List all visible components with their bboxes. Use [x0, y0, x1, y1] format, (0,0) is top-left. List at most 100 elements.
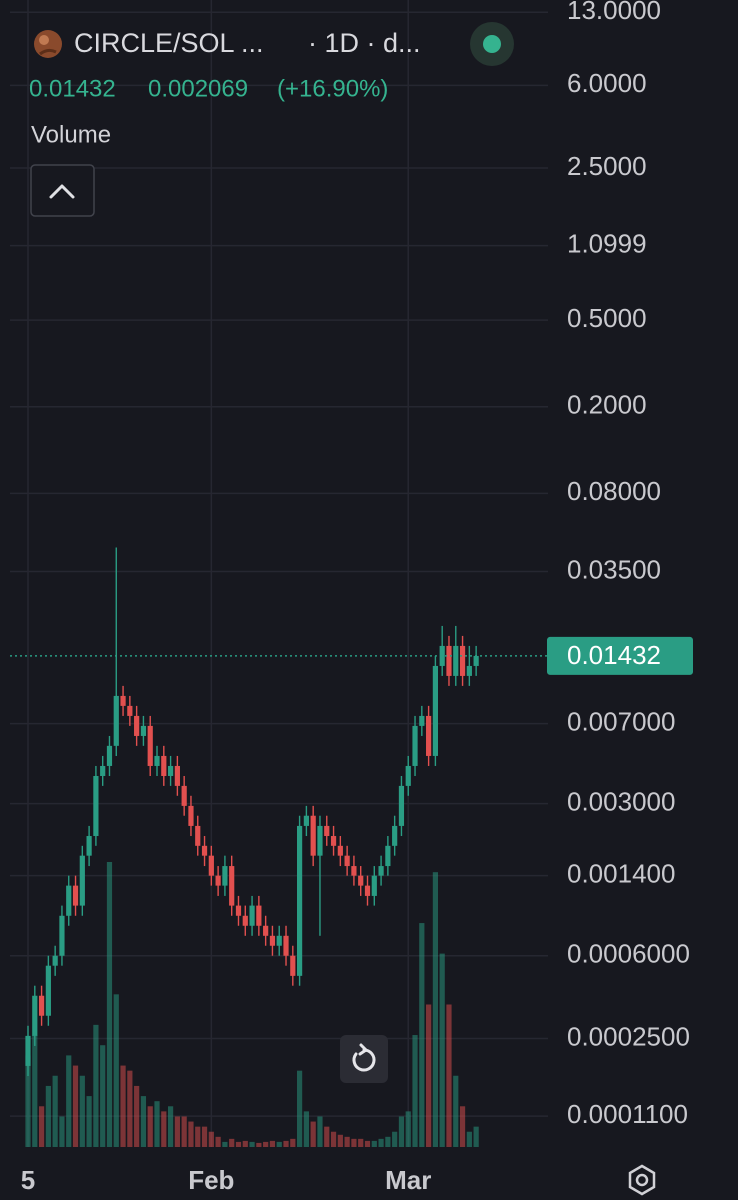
candle-body: [276, 935, 282, 946]
candle-body: [52, 955, 58, 966]
y-tick-label: 6.0000: [567, 68, 647, 98]
volume-bar: [276, 1141, 282, 1147]
volume-bar: [161, 1111, 167, 1147]
volume-bar: [432, 872, 438, 1147]
axis-layer: 13.0000 6.0000 2.5000 1.0999 0.5000 0.2000 0.0…: [10, 0, 693, 1195]
candle-body: [38, 995, 45, 1016]
volume-bar: [52, 1075, 58, 1147]
volume-bar: [337, 1134, 343, 1147]
candle-body: [256, 905, 262, 926]
candle-body: [45, 965, 51, 1016]
interval[interactable]: · 1D · d...: [308, 28, 421, 58]
volume-bar: [25, 1055, 31, 1147]
candle-body: [398, 785, 405, 826]
candle-body: [32, 995, 38, 1036]
candle-body: [120, 695, 126, 706]
volume-bar: [127, 1070, 133, 1147]
volume-bar: [392, 1131, 398, 1147]
volume-bar: [371, 1140, 377, 1147]
volume-bar: [351, 1138, 357, 1147]
candle-body: [215, 875, 221, 886]
candle-body: [229, 866, 235, 906]
volume-bar: [32, 1035, 38, 1147]
candle-body: [93, 775, 99, 837]
candle-body: [283, 935, 289, 956]
candle-body: [181, 785, 187, 806]
volume-bar: [181, 1116, 187, 1147]
y-tick-label: 0.0002500: [567, 1021, 690, 1051]
volume-bar: [201, 1126, 208, 1147]
settings-button[interactable]: [628, 1164, 656, 1196]
candle-body: [106, 745, 113, 766]
candle-body: [134, 715, 140, 736]
volume-bar: [59, 1116, 65, 1147]
y-tick-label: 0.03500: [567, 554, 661, 584]
volume-bar: [229, 1138, 235, 1147]
collapse-button[interactable]: [30, 164, 95, 217]
y-tick-label: 0.2000: [567, 390, 647, 420]
candle-body: [147, 725, 153, 766]
candle-body: [161, 755, 167, 776]
volume-bar: [249, 1141, 255, 1147]
grid: [10, 0, 548, 1147]
token-icon: [34, 30, 62, 58]
candle-body: [330, 836, 337, 846]
volume-bar: [269, 1140, 276, 1147]
candle-body: [195, 825, 201, 846]
volume-bar: [45, 1085, 51, 1147]
candle-body: [364, 885, 371, 896]
volume-bar: [188, 1121, 194, 1147]
candle-body: [154, 755, 160, 766]
volume-bar: [459, 1106, 466, 1147]
candle-body: [174, 765, 180, 786]
volume-bar: [405, 1111, 411, 1147]
y-tick-label: 0.5000: [567, 303, 647, 333]
candle-layer: [25, 547, 479, 1077]
symbol-title[interactable]: CIRCLE/SOL ...: [74, 28, 264, 58]
candle-body: [269, 935, 276, 946]
volume-bar: [242, 1140, 248, 1147]
reset-button[interactable]: [340, 1035, 388, 1083]
candle-body: [358, 875, 364, 886]
y-tick-label: 1.0999: [567, 229, 647, 259]
volume-bar: [317, 1116, 323, 1147]
volume-bar: [106, 862, 113, 1147]
volume-bar: [358, 1138, 364, 1147]
volume-bar: [263, 1141, 269, 1147]
volume-bar: [310, 1121, 316, 1147]
y-tick-label: 0.001400: [567, 859, 675, 889]
y-tick-label: 0.0006000: [567, 939, 690, 969]
x-tick-label: 5: [21, 1165, 35, 1195]
volume-label: Volume: [31, 121, 111, 148]
candle-body: [59, 915, 65, 956]
candle-body: [86, 836, 92, 856]
candle-body: [100, 765, 106, 776]
volume-bar: [147, 1106, 153, 1147]
volume-bar: [385, 1136, 391, 1147]
candle-body: [25, 1035, 31, 1066]
candle-body: [66, 885, 72, 916]
volume-bar: [412, 1035, 418, 1147]
volume-bar: [283, 1140, 289, 1147]
candle-body: [303, 815, 309, 826]
candle-body: [263, 925, 269, 936]
y-tick-label: 0.0001100: [567, 1099, 688, 1129]
volume-bar: [38, 1106, 45, 1147]
candle-body: [208, 855, 214, 876]
volume-bar: [364, 1140, 371, 1147]
change-percent: (+16.90%): [277, 75, 388, 102]
volume-bar: [208, 1131, 214, 1147]
volume-bar: [324, 1126, 330, 1147]
volume-bar: [344, 1136, 350, 1147]
volume-bar: [120, 1065, 126, 1147]
candle-body: [412, 725, 418, 766]
change: 0.002069: [148, 75, 248, 102]
candle-body: [79, 855, 85, 906]
volume-bar: [426, 1004, 432, 1147]
volume-bar: [303, 1111, 309, 1147]
candle-body: [297, 825, 303, 976]
volume-bar: [398, 1116, 405, 1147]
y-tick-label: 2.5000: [567, 151, 647, 181]
